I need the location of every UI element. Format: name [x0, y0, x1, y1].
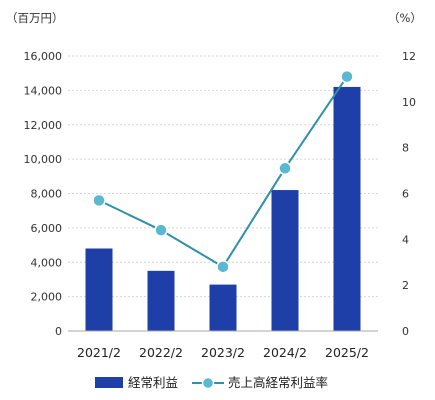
bar [147, 270, 175, 331]
y-left-tick-label: 8,000 [31, 188, 63, 201]
y-left-tick-label: 16,000 [24, 50, 63, 63]
bar [271, 190, 299, 331]
axes: 0 2,000 4,000 6,000 8,000 10,000 12,000 14,000 1… [24, 50, 417, 360]
bar [209, 284, 237, 331]
y-left-tick-label: 10,000 [24, 153, 63, 166]
x-tick-label: 2021/2 [77, 345, 121, 360]
line-point [278, 161, 292, 176]
line-point [92, 193, 106, 208]
legend: 経常利益 売上高経常利益率 [95, 375, 328, 390]
bar [333, 86, 361, 331]
line-series [92, 69, 354, 274]
y-right-tick-label: 8 [402, 142, 409, 155]
bar-series [85, 86, 361, 331]
y-right-tick-label: 4 [402, 233, 409, 246]
y-right-tick-label: 2 [402, 279, 409, 292]
y-right-tick-label: 10 [402, 96, 416, 109]
legend-label-line: 売上高経常利益率 [228, 375, 328, 390]
y-left-tick-label: 2,000 [31, 291, 63, 304]
legend-swatch-marker [201, 376, 215, 390]
bar [85, 248, 113, 331]
ratio-line [98, 76, 348, 269]
x-tick-label: 2022/2 [139, 345, 183, 360]
x-tick-label: 2024/2 [263, 345, 307, 360]
y-right-tick-label: 0 [402, 325, 409, 338]
legend-label-bar: 経常利益 [128, 375, 178, 390]
y-left-tick-label: 0 [55, 325, 62, 338]
line-point [154, 223, 168, 237]
line-point [216, 260, 230, 274]
right-axis-unit: （%） [388, 11, 422, 25]
y-left-tick-label: 14,000 [24, 84, 63, 97]
y-left-tick-label: 6,000 [31, 222, 63, 235]
y-right-tick-label: 6 [402, 188, 409, 201]
x-tick-label: 2025/2 [325, 345, 369, 360]
line-point [340, 69, 354, 84]
left-axis-unit: （百万円） [6, 11, 64, 25]
legend-swatch-bar [95, 377, 123, 388]
y-left-tick-label: 4,000 [31, 256, 63, 269]
x-tick-label: 2023/2 [201, 345, 245, 360]
y-right-tick-label: 12 [402, 50, 416, 63]
y-left-tick-label: 12,000 [24, 119, 63, 132]
